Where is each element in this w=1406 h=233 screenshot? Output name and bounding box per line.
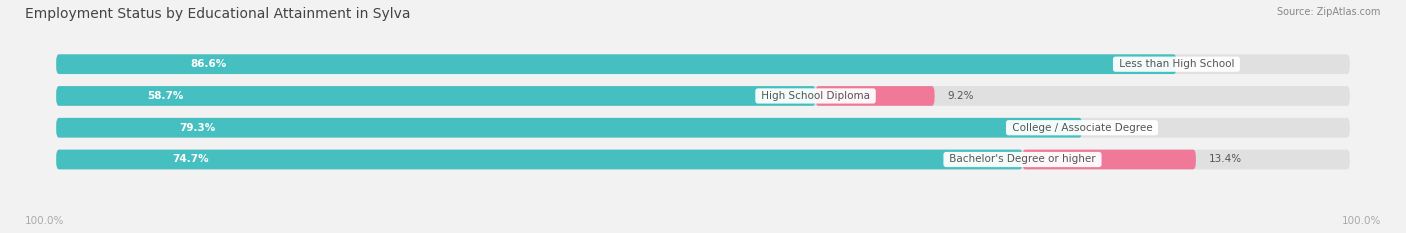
Text: Bachelor's Degree or higher: Bachelor's Degree or higher [946, 154, 1099, 164]
Text: 13.4%: 13.4% [1209, 154, 1241, 164]
FancyBboxPatch shape [56, 150, 1350, 169]
FancyBboxPatch shape [56, 118, 1350, 137]
Text: 0.0%: 0.0% [1189, 59, 1216, 69]
Text: 58.7%: 58.7% [148, 91, 184, 101]
FancyBboxPatch shape [815, 86, 935, 106]
FancyBboxPatch shape [1022, 150, 1197, 169]
FancyBboxPatch shape [56, 86, 1350, 106]
Text: High School Diploma: High School Diploma [758, 91, 873, 101]
FancyBboxPatch shape [56, 150, 1022, 169]
Text: Source: ZipAtlas.com: Source: ZipAtlas.com [1277, 7, 1381, 17]
Text: 9.2%: 9.2% [948, 91, 974, 101]
Text: 74.7%: 74.7% [172, 154, 209, 164]
Text: 0.0%: 0.0% [1095, 123, 1121, 133]
Text: 100.0%: 100.0% [1341, 216, 1381, 226]
FancyBboxPatch shape [56, 118, 1083, 137]
Text: 79.3%: 79.3% [180, 123, 215, 133]
FancyBboxPatch shape [56, 54, 1350, 74]
Text: Employment Status by Educational Attainment in Sylva: Employment Status by Educational Attainm… [25, 7, 411, 21]
FancyBboxPatch shape [56, 86, 815, 106]
Text: 100.0%: 100.0% [25, 216, 65, 226]
Text: 86.6%: 86.6% [191, 59, 226, 69]
Text: College / Associate Degree: College / Associate Degree [1008, 123, 1156, 133]
FancyBboxPatch shape [56, 54, 1177, 74]
Text: Less than High School: Less than High School [1115, 59, 1237, 69]
